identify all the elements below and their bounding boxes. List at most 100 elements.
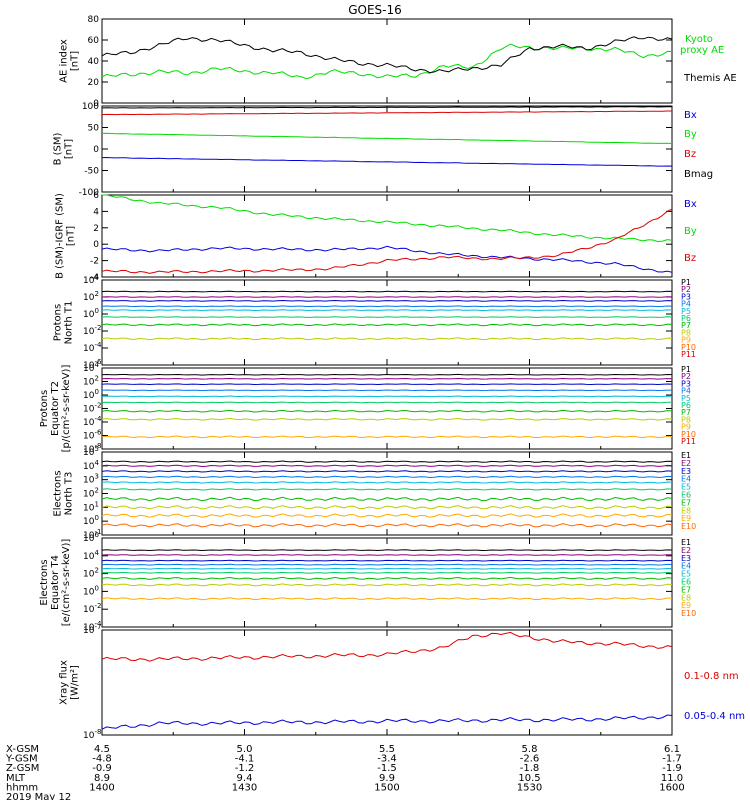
igrf-series-line	[101, 208, 673, 274]
protons-north-channel-label: P3	[681, 292, 691, 301]
electrons-north-channel-line	[101, 475, 673, 479]
y-tick-label: 20	[88, 78, 100, 88]
electrons-north-channel-label: E9	[681, 514, 691, 523]
protons-equator-channel-label: P7	[681, 408, 691, 417]
electrons-north-channel-label: E6	[681, 491, 691, 500]
orbit-value: 4.5	[94, 744, 110, 755]
electrons-north-channel-label: E8	[681, 506, 691, 515]
y-tick-label: 10-4	[83, 620, 102, 633]
electrons-north-channel-label: E1	[681, 451, 691, 460]
electrons-north-channel-label: E3	[681, 467, 691, 476]
panel-frame	[101, 537, 673, 628]
orbit-value: 1530	[517, 782, 542, 793]
electrons-equator-channel-label: E9	[681, 601, 691, 610]
y-axis-label: Equator T2	[50, 381, 61, 436]
orbit-value: -3.4	[377, 754, 397, 765]
y-axis-label: [p/(cm²-s-sr-keV)]	[61, 365, 72, 453]
y-tick-label: 2	[93, 224, 99, 234]
protons-equator-channel-line	[101, 395, 673, 398]
orbit-value: 10.5	[518, 773, 540, 784]
y-tick-label: 0	[93, 240, 99, 250]
y-tick-label: 0	[93, 99, 99, 109]
protons-north-channel-line	[101, 290, 673, 293]
xray-series-line	[101, 631, 673, 662]
protons-equator-channel-label: P11	[681, 437, 696, 446]
orbit-row-label: MLT	[6, 773, 26, 784]
electrons-equator-channel-line	[101, 583, 673, 587]
orbit-value: 1500	[374, 782, 399, 793]
y-tick-label: 10-6	[83, 429, 102, 442]
y-axis-label: North T3	[64, 472, 75, 516]
electrons-equator-channel-line	[101, 597, 673, 601]
orbit-row-label: Y-GSM	[5, 754, 38, 765]
electrons-equator-channel-label: E3	[681, 554, 691, 563]
protons-north-channel-label: P10	[681, 343, 696, 352]
protons-north-channel-label: P2	[681, 285, 691, 294]
y-tick-label: 10-8	[83, 728, 101, 741]
orbit-value: 6.1	[664, 744, 680, 755]
y-tick-label: 104	[83, 361, 99, 374]
y-axis-label: Electrons	[53, 470, 64, 516]
electrons-equator-channel-label: E2	[681, 546, 691, 555]
legend-proxy-ae: proxy AE	[680, 45, 724, 56]
protons-north-channel-line	[101, 296, 673, 298]
protons-equator-channel-line	[101, 373, 673, 376]
electrons-equator-channel-line	[101, 563, 673, 566]
panel-frame	[101, 451, 673, 536]
electrons-north-channel-label: E4	[681, 475, 691, 484]
y-tick-label: 80	[88, 15, 100, 25]
b-series-line	[101, 132, 673, 144]
orbit-value: 5.5	[379, 744, 395, 755]
protons-equator-channel-line	[101, 409, 673, 413]
electrons-equator-channel-line	[101, 576, 673, 580]
y-tick-label: 100	[83, 584, 99, 597]
y-tick-label: 10-8	[83, 442, 101, 455]
protons-north-channel-label: P1	[681, 278, 691, 287]
protons-north-channel-line	[101, 323, 673, 327]
y-tick-label: 10-1	[83, 528, 101, 541]
protons-equator-channel-label: P6	[681, 401, 691, 410]
y-tick-label: -2	[90, 257, 99, 267]
y-tick-label: 60	[88, 36, 100, 46]
y-tick-label: 100	[82, 102, 99, 112]
protons-equator-channel-line	[101, 401, 673, 404]
orbit-row-label: X-GSM	[6, 744, 39, 755]
orbit-value: 9.4	[237, 773, 253, 784]
protons-north-channel-label: P7	[681, 321, 691, 330]
electrons-north-channel-line	[101, 464, 673, 468]
y-axis-label: B (SM)	[53, 132, 64, 165]
y-tick-label: -100	[79, 188, 100, 198]
protons-equator-channel-label: P2	[681, 372, 691, 381]
protons-equator-channel-line	[101, 389, 672, 392]
electrons-north-channel-label: E10	[681, 522, 696, 531]
legend-bz: Bz	[684, 253, 696, 264]
date-label: 2019 May 12	[6, 792, 71, 800]
electrons-equator-channel-label: E8	[681, 593, 691, 602]
y-axis-label: [e/(cm²-s-sr-keV)]	[61, 539, 72, 627]
protons-equator-channel-label: P10	[681, 430, 696, 439]
legend-xray-long: 0.1-0.8 nm	[684, 671, 739, 682]
panel-frame	[101, 194, 673, 278]
protons-north-channel-label: P4	[681, 300, 691, 309]
protons-north-channel-line	[101, 305, 673, 308]
orbit-value: -4.8	[92, 754, 112, 765]
orbit-value: -2.6	[520, 754, 540, 765]
y-tick-label: 50	[88, 124, 100, 134]
protons-north-channel-line	[101, 337, 673, 341]
legend-by: By	[684, 226, 697, 237]
electrons-equator-channel-label: E6	[681, 578, 691, 587]
electrons-equator-channel-label: E10	[681, 609, 696, 618]
orbit-value: 1600	[659, 782, 684, 793]
plot-title: GOES-16	[348, 3, 402, 17]
electrons-north-channel-line	[101, 505, 673, 510]
orbit-value: 1430	[232, 782, 257, 793]
y-tick-label: 105	[83, 445, 99, 458]
y-axis-label: [nT]	[64, 139, 75, 159]
y-axis-label: Protons	[39, 390, 50, 427]
protons-north-channel-label: P6	[681, 314, 691, 323]
protons-equator-channel-label: P8	[681, 415, 691, 424]
legend-kyoto: Kyoto	[685, 34, 713, 45]
igrf-series-line	[102, 194, 673, 243]
electrons-north-channel-label: E2	[681, 459, 691, 468]
